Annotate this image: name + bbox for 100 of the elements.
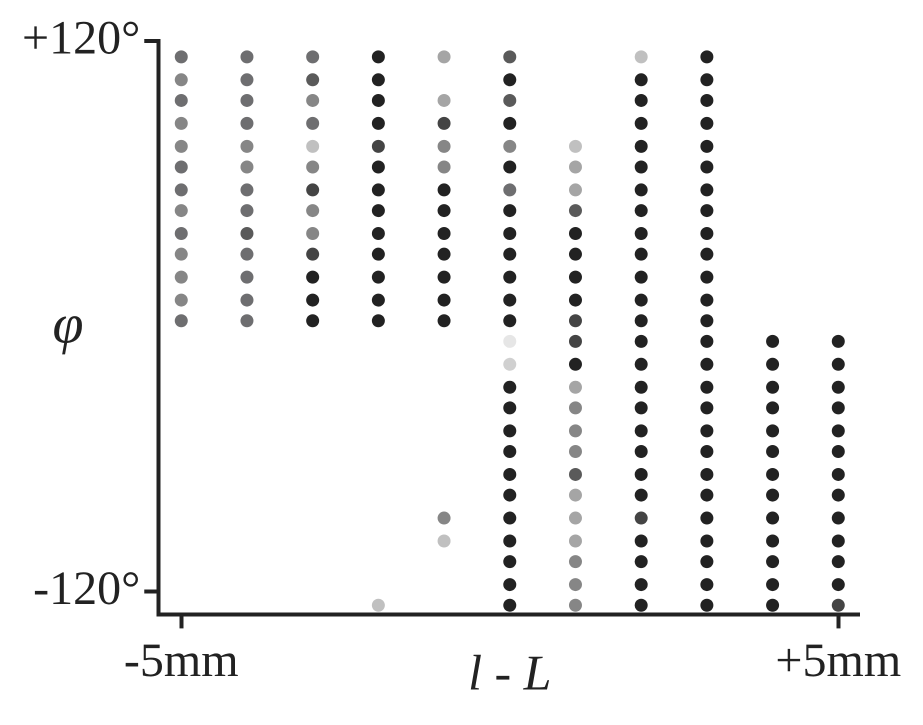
point — [503, 578, 516, 592]
point — [766, 468, 780, 481]
point — [634, 334, 648, 348]
point — [306, 140, 320, 153]
point — [700, 160, 714, 174]
point — [568, 204, 582, 218]
point — [700, 294, 714, 307]
point — [438, 183, 451, 196]
point — [700, 314, 714, 328]
point — [438, 294, 451, 307]
point — [240, 294, 254, 307]
point — [438, 227, 451, 240]
point — [634, 445, 648, 458]
point — [766, 488, 780, 502]
point — [700, 555, 714, 568]
point — [240, 50, 254, 64]
point — [568, 512, 582, 525]
point — [634, 204, 648, 218]
point — [503, 270, 516, 284]
point — [240, 227, 254, 240]
point — [634, 270, 648, 284]
point — [700, 270, 714, 284]
point — [306, 227, 320, 240]
point — [174, 248, 188, 261]
point — [503, 555, 516, 568]
point — [634, 488, 648, 502]
point — [634, 73, 648, 86]
point — [503, 50, 516, 64]
point — [438, 534, 451, 548]
point — [240, 94, 254, 107]
point — [634, 294, 648, 307]
point — [372, 50, 385, 64]
point — [240, 314, 254, 328]
point — [306, 183, 320, 196]
point — [700, 598, 714, 612]
point — [568, 534, 582, 548]
point — [372, 160, 385, 174]
point — [634, 50, 648, 64]
point — [503, 468, 516, 481]
point — [240, 116, 254, 130]
point — [503, 227, 516, 240]
point — [832, 401, 845, 414]
point — [832, 512, 845, 525]
point — [503, 488, 516, 502]
point — [568, 488, 582, 502]
point — [372, 598, 385, 612]
point — [766, 445, 780, 458]
point — [503, 204, 516, 218]
point — [372, 314, 385, 328]
point — [372, 116, 385, 130]
point — [634, 314, 648, 328]
point — [372, 294, 385, 307]
point — [700, 116, 714, 130]
point — [766, 424, 780, 438]
point — [503, 73, 516, 86]
point — [634, 401, 648, 414]
x-tick-label: +5mm — [775, 634, 902, 687]
point — [700, 183, 714, 196]
point — [634, 424, 648, 438]
point — [832, 358, 845, 371]
point — [372, 140, 385, 153]
point — [832, 598, 845, 612]
point — [700, 578, 714, 592]
point — [240, 73, 254, 86]
point — [568, 140, 582, 153]
point — [438, 270, 451, 284]
point — [766, 401, 780, 414]
point — [174, 294, 188, 307]
point — [174, 140, 188, 153]
point — [700, 445, 714, 458]
point — [568, 334, 582, 348]
point — [832, 424, 845, 438]
point — [700, 468, 714, 481]
y-tick-label: -120° — [33, 562, 140, 616]
point — [766, 358, 780, 371]
point — [832, 555, 845, 568]
point — [174, 204, 188, 218]
point — [438, 116, 451, 130]
point — [240, 248, 254, 261]
point — [634, 534, 648, 548]
point — [700, 424, 714, 438]
point — [503, 294, 516, 307]
point — [700, 50, 714, 64]
point — [634, 555, 648, 568]
point — [568, 468, 582, 481]
point — [503, 358, 516, 371]
point — [634, 468, 648, 481]
point — [306, 248, 320, 261]
x-tick-label: -5mm — [124, 634, 239, 687]
point — [634, 578, 648, 592]
point — [700, 512, 714, 525]
point — [700, 488, 714, 502]
point — [766, 578, 780, 592]
point — [438, 248, 451, 261]
point — [832, 334, 845, 348]
point — [372, 270, 385, 284]
point — [372, 183, 385, 196]
point — [700, 227, 714, 240]
point — [503, 534, 516, 548]
point — [700, 401, 714, 414]
